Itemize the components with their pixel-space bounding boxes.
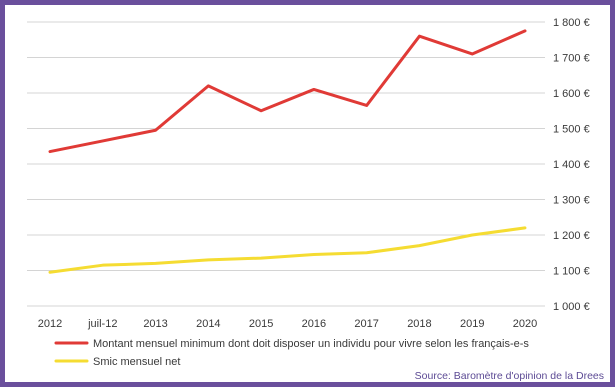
y-tick-label: 1 300 € (553, 195, 590, 207)
series-line-minimum-amount (48, 29, 527, 154)
x-tick-label: 2016 (302, 318, 326, 330)
y-tick-label: 1 200 € (553, 230, 590, 242)
x-tick-label: 2013 (143, 318, 167, 330)
y-tick-label: 1 100 € (553, 266, 590, 278)
x-axis-ticks: 2012 juil-12 2013 2014 2015 2016 2017 2018 2019 2… (38, 318, 537, 330)
x-tick-label: 2020 (513, 318, 537, 330)
x-tick-label: juil-12 (87, 318, 117, 330)
x-tick-label: 2014 (196, 318, 220, 330)
y-axis-ticks: 1 000 € 1 100 € 1 200 € 1 300 € 1 400 € 1 500… (553, 17, 590, 313)
series-lines (48, 29, 527, 274)
legend-label-minimum-amount: Montant mensuel minimum dont doit dispos… (93, 338, 529, 350)
x-tick-label: 2017 (354, 318, 378, 330)
y-tick-label: 1 600 € (553, 88, 590, 100)
y-tick-label: 1 800 € (553, 17, 590, 29)
y-tick-label: 1 400 € (553, 159, 590, 171)
y-tick-label: 1 500 € (553, 124, 590, 136)
legend: Montant mensuel minimum dont doit dispos… (54, 338, 529, 368)
line-chart: 1 000 € 1 100 € 1 200 € 1 300 € 1 400 € 1 500… (27, 17, 604, 382)
x-tick-label: 2015 (249, 318, 273, 330)
y-tick-label: 1 700 € (553, 53, 590, 65)
x-tick-label: 2012 (38, 318, 62, 330)
x-tick-label: 2019 (460, 318, 484, 330)
legend-label-smic: Smic mensuel net (93, 356, 180, 368)
grid-lines (27, 21, 545, 307)
source-note: Source: Baromètre d'opinion de la Drees (415, 370, 604, 382)
x-tick-label: 2018 (407, 318, 431, 330)
y-tick-label: 1 000 € (553, 301, 590, 313)
series-line-smic (48, 226, 527, 274)
